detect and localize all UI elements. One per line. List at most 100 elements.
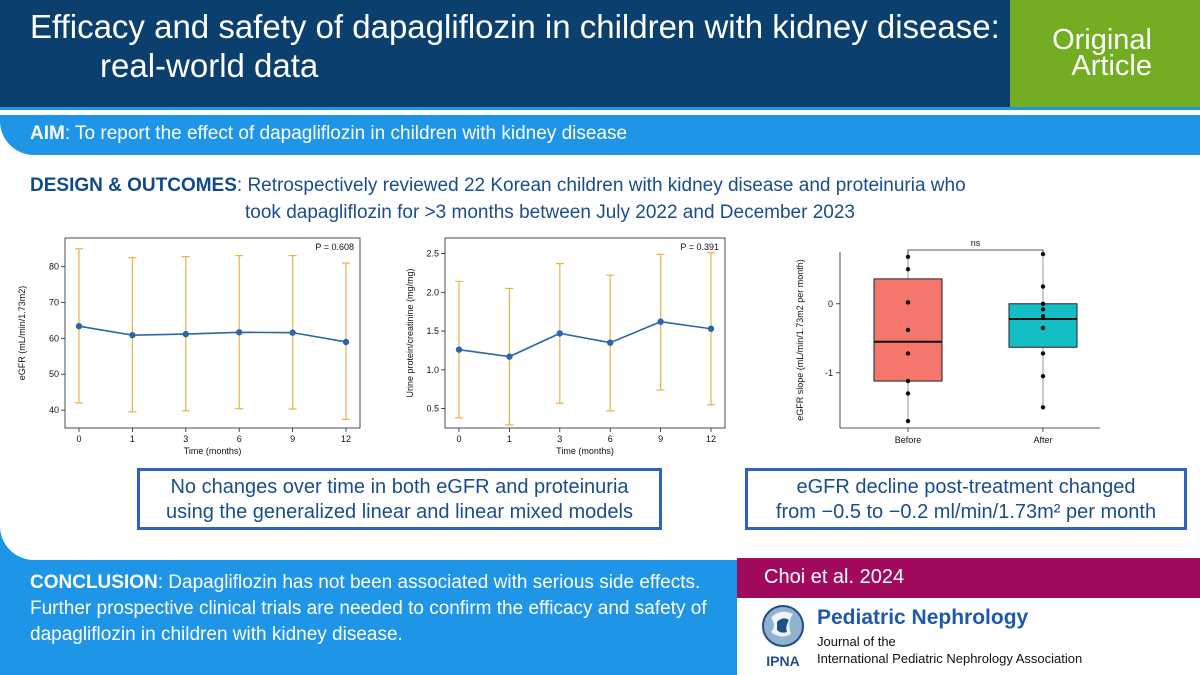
data-point (905, 300, 911, 305)
x-tick-label: 3 (557, 434, 562, 444)
data-point (1040, 405, 1046, 410)
journal-subtitle-2: International Pediatric Nephrology Assoc… (817, 651, 1083, 666)
data-point (1040, 325, 1046, 331)
title-line-1: Efficacy and safety of dapagliflozin in … (30, 8, 1000, 45)
design-body-1: : Retrospectively reviewed 22 Korean chi… (236, 175, 966, 196)
summary-right-line-1: eGFR decline post-treatment changed (796, 476, 1136, 498)
x-tick-label: 1 (130, 434, 135, 444)
journal-name: Pediatric Nephrology (817, 606, 1029, 629)
conclusion-body: : Dapagliflozin has not been associated … (30, 572, 707, 645)
x-tick-label: 0 (456, 434, 461, 444)
data-point (905, 254, 911, 260)
y-axis-label: eGFR (mL/min/1.73m2) (17, 286, 27, 381)
data-point (289, 329, 296, 336)
data-point (75, 322, 83, 330)
significance-bracket (907, 249, 1044, 256)
aim-bar (0, 115, 1200, 155)
data-point (455, 346, 463, 353)
x-axis-label: Time (months) (184, 446, 242, 456)
x-axis-label: Time (months) (556, 446, 614, 456)
series-line (78, 325, 347, 343)
egfr-line-chart: 40 50 60 70 80 0 1 3 6 9 12 Time (months) eGFR (mL/m… (17, 237, 361, 456)
x-tick-label: 12 (706, 434, 716, 444)
data-point (905, 327, 911, 333)
p-value-label: P = 0.608 (315, 242, 354, 252)
aim-label: AIM (30, 123, 65, 144)
tag-line-1: Original (1052, 24, 1152, 56)
y-tick-label: 1.5 (426, 326, 439, 336)
y-tick-label: 2.5 (426, 249, 439, 259)
header-bar: Efficacy and safety of dapagliflozin in … (0, 0, 1010, 107)
y-tick-label: 40 (49, 405, 59, 415)
p-value-label: P = 0.391 (680, 242, 719, 252)
summary-box-right: eGFR decline post-treatment changed from… (745, 468, 1187, 530)
y-tick-label: -1 (825, 368, 833, 378)
x-tick-label: 9 (290, 434, 295, 444)
data-point (905, 418, 911, 424)
y-tick-label: 1.0 (426, 365, 439, 375)
y-axis-label: Urine protein/creatinine (mg/mg) (405, 268, 415, 397)
data-point (182, 330, 189, 338)
data-point (1040, 301, 1046, 306)
tag-line-2: Article (1071, 50, 1152, 82)
y-tick-label: 70 (49, 298, 59, 308)
data-point (1040, 374, 1046, 379)
data-point (905, 391, 911, 396)
aim-body: : To report the effect of dapagliflozin … (64, 123, 628, 144)
x-tick-label: 0 (76, 434, 81, 444)
data-point (905, 351, 911, 356)
y-tick-label: 80 (49, 262, 59, 272)
data-point (905, 267, 911, 272)
x-tick-label: Before (895, 435, 922, 445)
y-tick-label: 0.5 (426, 404, 439, 414)
data-point (1040, 313, 1046, 319)
design-line-1: DESIGN & OUTCOMES: Retrospectively revie… (30, 175, 966, 197)
design-line-2: took dapagliflozin for >3 months between… (245, 202, 855, 223)
title-line-2: real-world data (100, 47, 319, 84)
data-point (657, 318, 664, 325)
conclusion-text: CONCLUSION: Dapagliflozin has not been a… (30, 570, 710, 648)
summary-left-line-2: using the generalized linear and linear … (166, 501, 633, 523)
citation: Choi et al. 2024 (764, 566, 905, 588)
summary-right-line-2: from −0.5 to −0.2 ml/min/1.73m² per mont… (775, 501, 1157, 523)
data-point (342, 338, 350, 346)
y-axis-label: eGFR slope (mL/min/1.73m2 per month) (795, 259, 805, 421)
protein-line-chart: 0.5 1.0 1.5 2.0 2.5 0 1 3 6 9 12 Time (months) Urine… (405, 237, 726, 456)
significance-label: ns (971, 238, 981, 248)
article-type-tag: Original Article (1010, 0, 1200, 107)
series-line (458, 320, 712, 358)
x-tick-label: 9 (658, 434, 663, 444)
aim-text: AIM: To report the effect of dapaglifloz… (30, 123, 627, 145)
data-point (1040, 351, 1046, 356)
citation-bar: Choi et al. 2024 (737, 558, 1200, 598)
egfr-slope-box-chart: -1 0 eGFR slope (mL/min/1.73m2 per month) B… (795, 238, 1100, 445)
data-point (556, 330, 563, 337)
y-tick-label: 0 (828, 299, 833, 309)
summary-left-line-1: No changes over time in both eGFR and pr… (170, 476, 629, 498)
data-point (506, 353, 513, 360)
design-label: DESIGN & OUTCOMES (30, 175, 237, 196)
x-tick-label: 6 (608, 434, 613, 444)
ipna-logo: IPNA (762, 605, 804, 669)
x-tick-label: After (1033, 435, 1052, 445)
data-point (1040, 307, 1046, 312)
plot-frame (444, 237, 726, 429)
data-point (707, 325, 715, 332)
x-tick-label: 12 (341, 434, 351, 444)
journal-subtitle-1: Journal of the (817, 634, 896, 649)
summary-box-left: No changes over time in both eGFR and pr… (137, 468, 662, 530)
data-point (607, 339, 614, 346)
data-point (236, 329, 243, 336)
y-tick-label: 2.0 (426, 287, 439, 297)
data-point (905, 378, 911, 384)
conclusion-label: CONCLUSION (30, 572, 158, 593)
x-tick-label: 1 (507, 434, 512, 444)
x-tick-label: 6 (237, 434, 242, 444)
data-point (1040, 284, 1046, 289)
journal-block: IPNA Pediatric Nephrology Journal of the… (737, 598, 1200, 675)
data-point (129, 331, 136, 339)
y-tick-label: 50 (49, 369, 59, 379)
x-tick-label: 3 (183, 434, 188, 444)
logo-text: IPNA (766, 653, 799, 669)
